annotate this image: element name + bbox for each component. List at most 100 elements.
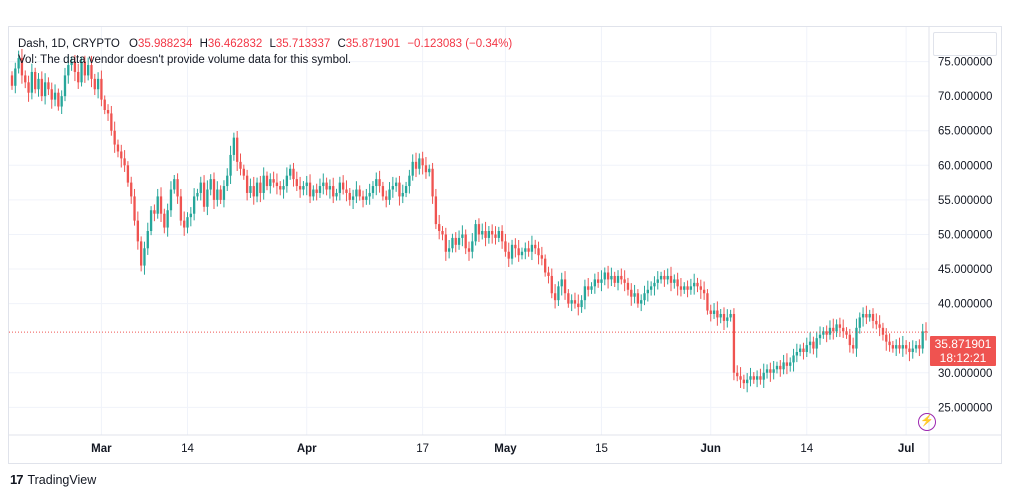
candle-body — [272, 179, 275, 183]
candle-body — [593, 279, 596, 287]
candle-body — [461, 234, 464, 238]
x-tick-label: Apr — [297, 443, 317, 455]
candle-body — [881, 327, 885, 335]
candle-body — [308, 182, 312, 197]
candle-body — [716, 310, 719, 318]
chart-frame[interactable] — [8, 26, 1002, 464]
candle-body — [464, 234, 467, 249]
candle-body — [242, 168, 245, 176]
candle-body — [560, 279, 563, 287]
candle-body — [335, 192, 338, 197]
candle-body — [130, 182, 133, 197]
candle-body — [348, 192, 351, 200]
candle-body — [663, 275, 666, 280]
candle-body — [139, 241, 143, 266]
candle-body — [712, 310, 716, 314]
candle-body — [590, 286, 593, 290]
candle-body — [570, 300, 573, 304]
candle-body — [772, 369, 775, 373]
candle-body — [855, 327, 858, 349]
candle-body — [510, 244, 514, 259]
candle-body — [40, 78, 43, 97]
candle-body — [567, 293, 570, 304]
candle-body — [176, 179, 179, 197]
candle-body — [606, 272, 610, 280]
candle-body — [580, 300, 583, 308]
candle-body — [765, 369, 769, 373]
tradingview-logo-icon: 17 — [10, 472, 24, 487]
candle-body — [216, 189, 219, 200]
candle-body — [192, 196, 196, 214]
candle-body — [626, 282, 630, 290]
candle-body — [106, 109, 110, 114]
candle-body — [630, 289, 633, 297]
candle-body — [474, 224, 477, 242]
candle-body — [10, 75, 14, 86]
candle-body — [209, 179, 212, 190]
symbol-title[interactable]: Dash, 1D, CRYPTO — [18, 38, 120, 50]
candle-body — [14, 68, 17, 86]
candle-body — [888, 341, 891, 346]
candle-body — [547, 272, 550, 276]
brand-name: TradingView — [27, 472, 97, 487]
candle-body — [782, 362, 785, 370]
candle-body — [742, 379, 746, 384]
candle-body — [739, 376, 742, 380]
candle-body — [315, 189, 318, 193]
candle-body — [279, 186, 282, 190]
candle-body — [666, 275, 669, 280]
x-tick-label: Mar — [91, 443, 112, 455]
candle-body — [487, 231, 491, 238]
candle-body — [702, 289, 706, 294]
candle-body — [673, 279, 676, 283]
candle-body — [236, 137, 239, 162]
candle-body — [573, 300, 577, 304]
candle-body — [520, 251, 524, 256]
candle-body — [534, 244, 537, 249]
candle-body — [96, 78, 100, 90]
candle-body — [136, 220, 139, 242]
candle-body — [891, 345, 895, 349]
candle-body — [325, 182, 328, 190]
candle-body — [653, 282, 656, 287]
candle-body — [908, 348, 911, 353]
candle-body — [802, 348, 805, 353]
candle-body — [186, 217, 189, 228]
candle-body — [328, 186, 332, 190]
candle-body — [901, 345, 904, 349]
price-scale-button[interactable] — [933, 32, 997, 56]
candle-body — [719, 313, 722, 318]
candle-body — [60, 96, 63, 107]
candle-body — [67, 65, 70, 76]
tradingview-branding[interactable]: 17 TradingView — [10, 472, 96, 487]
candle-body — [438, 224, 441, 231]
y-tick-label: 30.000000 — [938, 368, 992, 380]
candle-body — [517, 248, 520, 256]
candle-body — [183, 220, 186, 228]
candle-body — [358, 189, 361, 197]
candle-body — [755, 376, 759, 380]
candle-body — [401, 192, 404, 197]
candle-body — [858, 317, 861, 328]
candle-body — [332, 186, 335, 197]
candle-body — [885, 334, 888, 342]
candle-body — [693, 282, 696, 287]
candle-body — [368, 192, 371, 197]
candle-body — [481, 231, 484, 235]
candle-body — [643, 293, 646, 301]
candle-body — [259, 182, 262, 193]
candle-body — [77, 71, 80, 83]
candle-body — [451, 237, 454, 249]
y-tick-label: 55.000000 — [938, 195, 992, 207]
candle-body — [428, 168, 431, 173]
lightning-icon[interactable]: ⚡ — [918, 413, 936, 431]
candle-body — [398, 182, 401, 197]
candle-body — [878, 324, 881, 328]
candle-body — [659, 275, 663, 280]
candle-body — [530, 244, 534, 252]
candle-body — [143, 248, 146, 266]
candle-body — [779, 365, 782, 370]
candle-body — [924, 331, 928, 333]
candle-body — [613, 275, 616, 283]
